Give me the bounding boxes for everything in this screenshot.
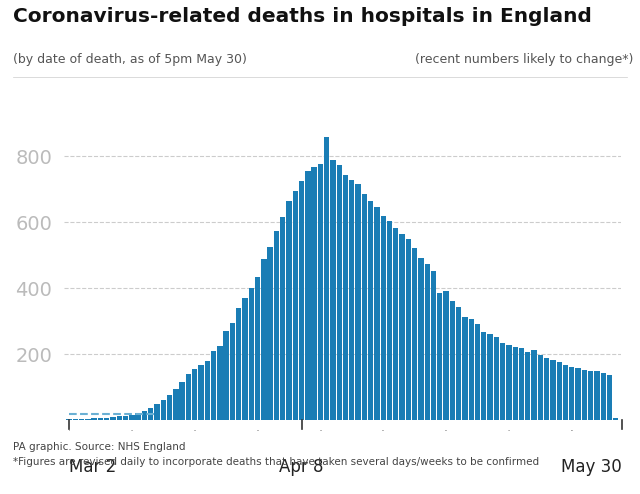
Bar — [374, 207, 380, 420]
Bar — [179, 382, 185, 420]
Bar — [349, 180, 355, 420]
Bar — [450, 301, 455, 420]
Text: Coronavirus-related deaths in hospitals in England: Coronavirus-related deaths in hospitals … — [13, 7, 591, 26]
Bar — [419, 258, 424, 420]
Bar — [79, 418, 84, 420]
Bar — [475, 324, 480, 420]
Bar — [381, 216, 386, 420]
Bar — [607, 375, 612, 420]
Bar — [519, 348, 524, 420]
Text: PA graphic. Source: NHS England: PA graphic. Source: NHS England — [13, 442, 186, 452]
Bar — [368, 201, 373, 420]
Bar — [531, 350, 537, 420]
Bar — [161, 400, 166, 420]
Bar — [557, 362, 562, 420]
Bar — [588, 371, 593, 420]
Bar — [399, 235, 404, 420]
Bar — [544, 358, 549, 420]
Bar — [274, 231, 279, 420]
Bar — [563, 365, 568, 420]
Bar — [456, 307, 461, 420]
Bar — [292, 191, 298, 420]
Bar — [468, 319, 474, 420]
Bar — [205, 361, 210, 420]
Bar — [286, 201, 292, 420]
Bar — [305, 171, 310, 420]
Bar — [569, 367, 575, 420]
Bar — [488, 333, 493, 420]
Bar — [343, 174, 348, 420]
Text: (recent numbers likely to change*): (recent numbers likely to change*) — [415, 53, 634, 66]
Bar — [129, 414, 134, 420]
Bar — [330, 160, 335, 420]
Bar — [136, 413, 141, 420]
Bar — [493, 337, 499, 420]
Bar — [261, 258, 266, 420]
Bar — [600, 373, 606, 420]
Bar — [525, 352, 531, 420]
Bar — [167, 395, 172, 420]
Bar — [500, 343, 506, 420]
Bar — [387, 221, 392, 420]
Bar — [92, 418, 97, 420]
Bar — [116, 416, 122, 420]
Bar — [85, 419, 90, 420]
Bar — [462, 317, 468, 420]
Bar — [154, 404, 160, 420]
Bar — [437, 293, 442, 420]
Bar — [412, 248, 417, 420]
Bar — [73, 419, 78, 420]
Bar — [513, 347, 518, 420]
Bar — [613, 418, 618, 420]
Bar — [424, 264, 430, 420]
Bar — [431, 271, 436, 420]
Text: Mar 2: Mar 2 — [69, 458, 116, 476]
Bar — [230, 323, 235, 420]
Bar — [317, 164, 323, 420]
Bar — [248, 288, 254, 420]
Bar — [582, 370, 587, 420]
Bar — [324, 137, 330, 420]
Bar — [268, 247, 273, 420]
Bar — [223, 331, 229, 420]
Bar — [406, 240, 411, 420]
Bar — [211, 351, 216, 420]
Bar — [236, 308, 241, 420]
Bar — [98, 418, 103, 420]
Bar — [506, 345, 511, 420]
Bar — [148, 409, 154, 420]
Bar — [481, 332, 486, 420]
Bar — [198, 365, 204, 420]
Bar — [393, 228, 399, 420]
Bar — [217, 346, 223, 420]
Bar — [550, 360, 556, 420]
Bar — [123, 415, 128, 420]
Bar — [104, 417, 109, 420]
Bar — [280, 217, 285, 420]
Bar — [575, 368, 580, 420]
Text: *Figures are revised daily to incorporate deaths that have taken several days/we: *Figures are revised daily to incorporat… — [13, 457, 539, 467]
Bar — [186, 374, 191, 420]
Bar — [362, 194, 367, 420]
Bar — [538, 355, 543, 420]
Bar — [192, 369, 197, 420]
Bar — [595, 371, 600, 420]
Bar — [243, 298, 248, 420]
Bar — [110, 417, 116, 420]
Bar — [312, 167, 317, 420]
Bar — [67, 419, 72, 420]
Bar — [142, 412, 147, 420]
Text: Apr 8: Apr 8 — [279, 458, 324, 476]
Bar — [355, 184, 361, 420]
Bar — [444, 291, 449, 420]
Bar — [173, 389, 179, 420]
Bar — [337, 165, 342, 420]
Bar — [299, 181, 304, 420]
Text: (by date of death, as of 5pm May 30): (by date of death, as of 5pm May 30) — [13, 53, 246, 66]
Text: May 30: May 30 — [561, 458, 622, 476]
Bar — [255, 277, 260, 420]
